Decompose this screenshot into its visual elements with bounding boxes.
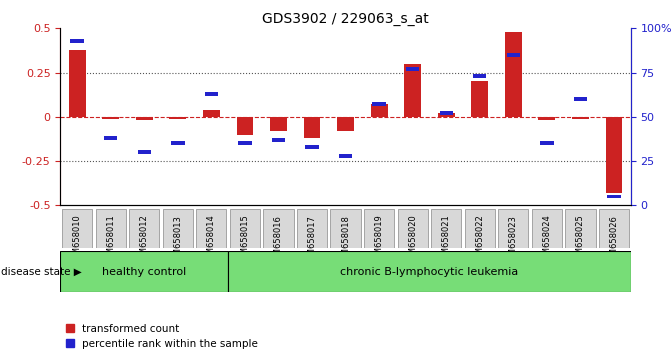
Bar bbox=[238, 141, 252, 145]
Bar bbox=[305, 145, 319, 149]
Bar bbox=[237, 117, 254, 135]
Bar bbox=[272, 138, 285, 142]
Bar bbox=[263, 209, 294, 248]
Text: healthy control: healthy control bbox=[102, 267, 187, 277]
Text: GSM658026: GSM658026 bbox=[609, 215, 619, 266]
Text: GSM658011: GSM658011 bbox=[106, 215, 115, 266]
Bar bbox=[472, 81, 488, 117]
Bar bbox=[607, 195, 621, 198]
Bar bbox=[297, 209, 327, 248]
Bar bbox=[270, 117, 287, 131]
Bar bbox=[371, 104, 388, 117]
Bar bbox=[540, 141, 554, 145]
Text: chronic B-lymphocytic leukemia: chronic B-lymphocytic leukemia bbox=[340, 267, 519, 277]
Text: GSM658015: GSM658015 bbox=[240, 215, 250, 266]
Bar bbox=[473, 74, 486, 78]
Bar bbox=[104, 136, 117, 140]
Bar bbox=[229, 209, 260, 248]
Bar bbox=[331, 209, 361, 248]
Bar bbox=[599, 209, 629, 248]
Bar bbox=[605, 117, 623, 193]
Bar bbox=[69, 50, 86, 117]
Bar bbox=[205, 92, 218, 96]
Bar bbox=[338, 117, 354, 131]
Text: GSM658010: GSM658010 bbox=[72, 215, 82, 266]
Text: GSM658023: GSM658023 bbox=[509, 215, 518, 266]
Bar bbox=[499, 209, 529, 248]
Bar bbox=[60, 251, 228, 292]
Bar bbox=[138, 150, 151, 154]
Bar bbox=[339, 154, 352, 158]
Bar bbox=[505, 32, 522, 117]
Text: GSM658022: GSM658022 bbox=[475, 215, 484, 266]
Bar bbox=[465, 209, 495, 248]
Bar bbox=[197, 209, 227, 248]
Bar bbox=[440, 112, 453, 115]
Text: GSM658019: GSM658019 bbox=[374, 215, 384, 266]
Text: GSM658017: GSM658017 bbox=[307, 215, 317, 266]
Text: GSM658020: GSM658020 bbox=[408, 215, 417, 266]
Bar bbox=[70, 39, 84, 43]
Bar bbox=[96, 209, 126, 248]
Bar bbox=[304, 117, 321, 138]
Bar bbox=[539, 117, 556, 120]
Text: disease state ▶: disease state ▶ bbox=[1, 267, 81, 277]
Bar bbox=[507, 53, 520, 57]
Bar bbox=[406, 67, 419, 71]
Text: GSM658013: GSM658013 bbox=[173, 215, 183, 266]
Text: GSM658018: GSM658018 bbox=[341, 215, 350, 266]
Title: GDS3902 / 229063_s_at: GDS3902 / 229063_s_at bbox=[262, 12, 429, 26]
Text: GSM658025: GSM658025 bbox=[576, 215, 585, 266]
Bar bbox=[398, 209, 428, 248]
Bar bbox=[572, 117, 589, 119]
Bar bbox=[169, 117, 187, 119]
Bar bbox=[364, 209, 395, 248]
Bar bbox=[62, 209, 93, 248]
Bar bbox=[103, 117, 119, 119]
Text: GSM658021: GSM658021 bbox=[442, 215, 451, 266]
Bar bbox=[566, 209, 596, 248]
Text: GSM658024: GSM658024 bbox=[542, 215, 552, 266]
Bar bbox=[171, 141, 185, 145]
Text: GSM658012: GSM658012 bbox=[140, 215, 149, 266]
Bar bbox=[130, 209, 160, 248]
Bar bbox=[405, 64, 421, 117]
Legend: transformed count, percentile rank within the sample: transformed count, percentile rank withi… bbox=[66, 324, 258, 349]
Text: GSM658016: GSM658016 bbox=[274, 215, 283, 266]
Text: GSM658014: GSM658014 bbox=[207, 215, 216, 266]
Bar bbox=[136, 117, 153, 120]
Bar bbox=[574, 97, 587, 101]
Bar bbox=[431, 209, 462, 248]
Bar bbox=[438, 113, 455, 117]
Bar bbox=[228, 251, 631, 292]
Bar bbox=[372, 103, 386, 107]
Bar bbox=[163, 209, 193, 248]
Bar bbox=[532, 209, 562, 248]
Bar bbox=[203, 110, 220, 117]
